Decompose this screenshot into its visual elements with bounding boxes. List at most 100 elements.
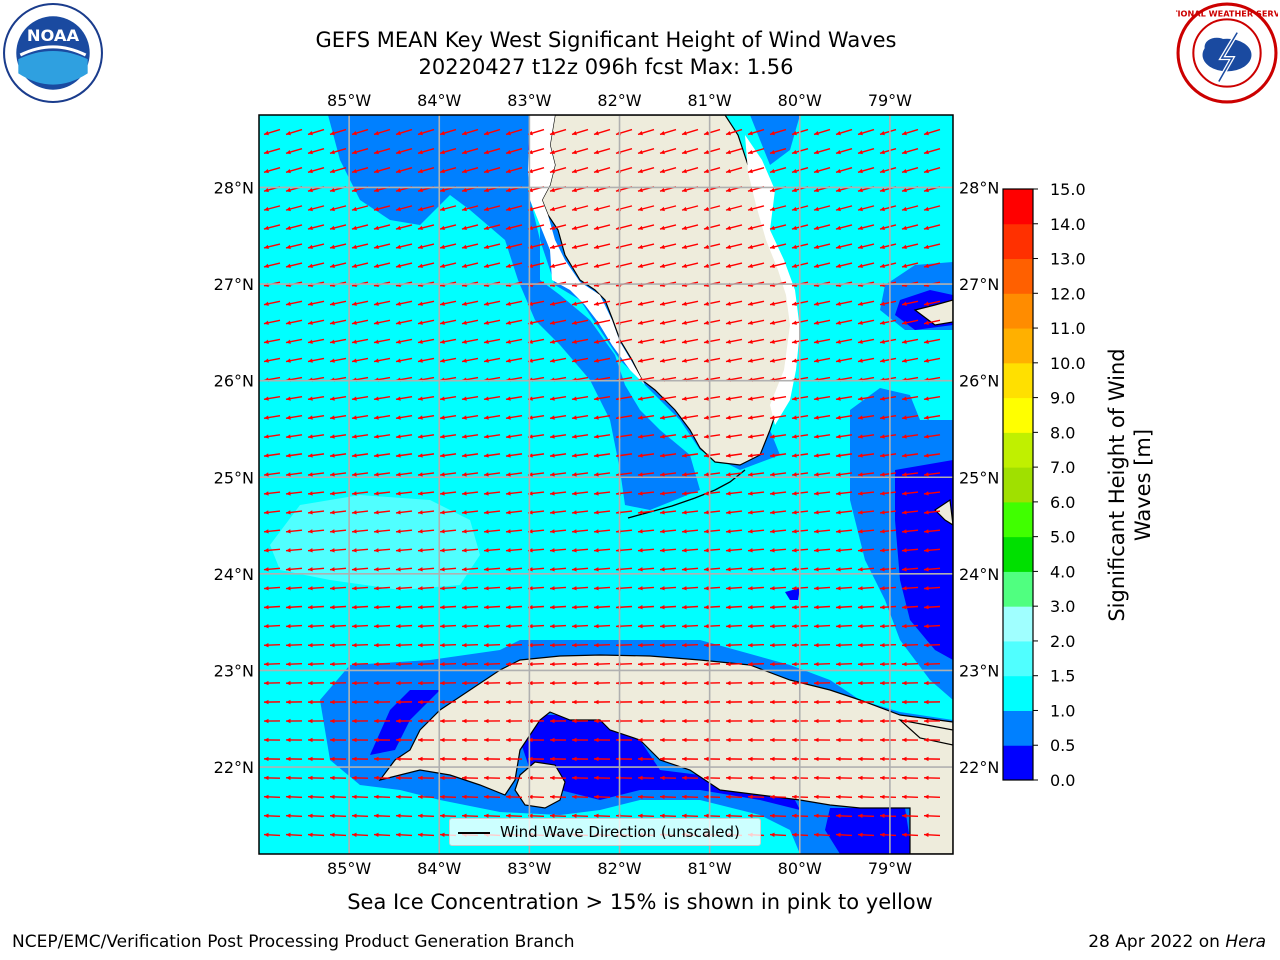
wave-arrow-head <box>264 813 269 819</box>
wave-arrow-head <box>374 586 379 591</box>
wave-arrow-head <box>550 605 555 610</box>
wave-arrow-head <box>814 605 819 610</box>
wave-arrow-head <box>594 206 599 212</box>
wave-arrow-head <box>858 149 863 155</box>
lat-tick-label-right: 24°N <box>959 565 999 584</box>
wave-arrow-head <box>374 605 379 610</box>
wave-arrow-head <box>594 529 599 534</box>
wave-arrow-head <box>506 434 511 439</box>
wave-arrow-head <box>352 794 357 800</box>
wave-arrow-head <box>484 605 489 610</box>
wave-arrow-head <box>550 548 555 553</box>
wave-arrow-head <box>858 548 863 553</box>
wave-arrow-head <box>836 131 841 136</box>
wave-arrow-head <box>528 415 533 420</box>
wave-arrow-head <box>286 491 291 496</box>
wave-arrow-head <box>462 491 467 496</box>
wave-arrow-head <box>308 642 313 648</box>
wave-arrow-head <box>308 358 313 363</box>
wave-arrow-head <box>440 567 445 572</box>
wave-arrow-head <box>352 491 357 496</box>
wave-arrow-head <box>726 813 731 819</box>
wave-arrow-head <box>682 642 687 648</box>
wave-arrow-head <box>308 320 313 325</box>
colorbar-segment <box>1003 501 1033 538</box>
wave-arrow-head <box>286 453 291 458</box>
wave-arrow-head <box>792 794 797 800</box>
wave-arrow-head <box>880 358 885 363</box>
wave-arrow-head <box>902 358 907 363</box>
wave-arrow-head <box>594 168 599 174</box>
wave-arrow-head <box>330 491 335 496</box>
wave-arrow-head <box>264 149 269 155</box>
wave-arrow-head <box>462 605 467 610</box>
wave-arrow-head <box>308 396 313 401</box>
wave-arrow-head <box>418 263 423 268</box>
wave-arrow-head <box>682 548 687 553</box>
lat-tick-label-right: 28°N <box>959 178 999 197</box>
wave-arrow-head <box>880 396 885 401</box>
wave-arrow-head <box>660 718 665 724</box>
wave-arrow-head <box>374 661 379 667</box>
wave-arrow-head <box>902 149 907 155</box>
wave-arrow-head <box>924 225 929 231</box>
wave-arrow-head <box>440 453 445 458</box>
wave-band-light <box>270 495 480 590</box>
wave-arrow-head <box>660 699 665 705</box>
wave-arrow-head <box>880 415 885 420</box>
wave-arrow-head <box>704 813 709 819</box>
wave-arrow-head <box>814 320 819 325</box>
wave-arrow-head <box>660 548 665 553</box>
wave-arrow-head <box>858 320 863 325</box>
wave-arrow-head <box>396 680 401 686</box>
wave-arrow-head <box>462 813 467 819</box>
wave-arrow-head <box>902 206 907 212</box>
wave-arrow-head <box>572 529 577 534</box>
map-gridlines <box>259 115 953 854</box>
land-bahamas-3 <box>898 719 953 746</box>
wave-arrow-head <box>682 396 687 401</box>
wave-arrow-head <box>352 396 357 401</box>
wave-arrow-head <box>638 586 643 591</box>
wave-arrow-head <box>638 567 643 572</box>
wave-arrow-head <box>506 756 511 762</box>
wave-arrow-head <box>594 813 599 819</box>
wave-arrow-head <box>902 699 907 705</box>
lon-tick-label-top: 85°W <box>327 91 371 110</box>
wave-arrow-head <box>858 301 863 306</box>
wave-arrow-head <box>462 642 467 648</box>
wave-arrow-head <box>308 661 313 667</box>
wave-arrow-head <box>572 187 577 193</box>
wave-arrow-head <box>374 168 379 174</box>
wave-arrow-head <box>484 491 489 496</box>
wave-arrow-head <box>748 339 753 344</box>
wave-arrow-head <box>704 244 709 250</box>
wave-arrow-head <box>880 263 885 268</box>
wave-arrow-head <box>550 339 555 344</box>
wave-arrow-head <box>638 529 643 534</box>
wave-arrow-head <box>880 775 885 781</box>
wave-arrow-head <box>352 737 357 743</box>
wave-arrow-head <box>748 149 753 155</box>
wave-arrow-head <box>880 472 885 477</box>
wave-arrow-head <box>682 168 687 174</box>
wave-arrow-head <box>814 510 819 515</box>
wave-arrow-head <box>924 813 929 819</box>
wave-arrow-head <box>506 510 511 515</box>
wave-arrow-head <box>550 624 555 629</box>
wave-arrow-head <box>836 301 841 306</box>
wave-arrow-head <box>462 263 467 268</box>
wave-arrow-head <box>440 529 445 534</box>
wave-arrow-head <box>924 548 929 553</box>
wave-arrow-head <box>308 832 313 837</box>
wave-arrow-head <box>814 737 819 743</box>
wave-arrow-head <box>506 548 511 553</box>
wave-arrow-head <box>594 187 599 193</box>
wave-arrow-head <box>440 131 445 136</box>
colorbar-tick-label: 6.0 <box>1050 493 1075 512</box>
wave-arrow-head <box>836 168 841 174</box>
wave-arrow-head <box>682 586 687 591</box>
wave-arrow-head <box>462 548 467 553</box>
wave-arrow-head <box>770 718 775 724</box>
wave-arrow-head <box>704 339 709 344</box>
